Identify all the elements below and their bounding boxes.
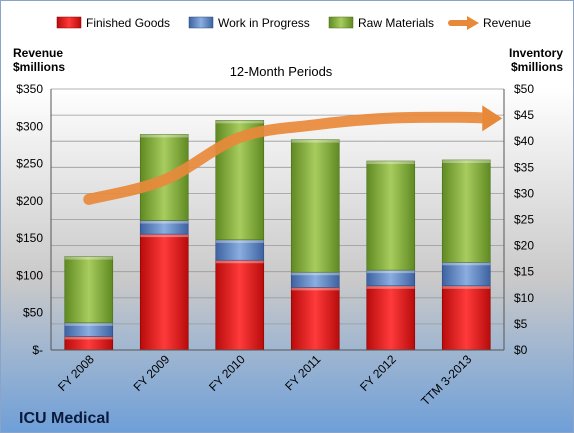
x-tick-label: FY 2012 xyxy=(357,352,399,394)
bar-raw-materials xyxy=(64,256,114,324)
bar-raw-materials-cap xyxy=(366,161,415,165)
bar-raw-materials-cap xyxy=(291,139,340,143)
left-tick-label: $250 xyxy=(16,157,43,171)
legend-label-revenue: Revenue xyxy=(483,16,531,30)
bar-work-in-progress-cap xyxy=(140,220,189,224)
bar-finished-goods-cap xyxy=(140,234,189,238)
bar-work-in-progress xyxy=(441,262,491,287)
left-tick-label: $200 xyxy=(16,194,43,208)
right-tick-label: $20 xyxy=(514,239,534,253)
bar-finished-goods xyxy=(441,285,491,351)
revenue-arrowhead xyxy=(482,105,503,132)
right-tick-label: $10 xyxy=(514,291,534,305)
x-tick-label: TTM 3-2013 xyxy=(418,352,474,408)
right-tick-label: $50 xyxy=(514,82,534,96)
bar-raw-materials-cap xyxy=(64,256,113,260)
bar-raw-materials-cap xyxy=(140,134,189,138)
bar-work-in-progress-cap xyxy=(291,272,340,276)
left-tick-label: $50 xyxy=(23,306,43,320)
legend-swatch-revenue xyxy=(448,16,479,30)
x-tick-label: FY 2009 xyxy=(131,352,173,394)
bar-finished-goods xyxy=(290,287,340,351)
x-tick-label: FY 2010 xyxy=(206,352,248,394)
left-tick-label: $300 xyxy=(16,119,43,133)
right-tick-label: $5 xyxy=(514,317,528,331)
bar-raw-materials xyxy=(441,159,491,263)
bar-work-in-progress xyxy=(215,239,265,261)
right-tick-label: $0 xyxy=(514,343,528,357)
right-tick-label: $25 xyxy=(514,213,534,227)
bar-raw-materials xyxy=(290,139,340,273)
right-axis-label-line2: $millions xyxy=(511,60,563,74)
right-tick-label: $35 xyxy=(514,160,534,174)
right-axis-label-line1: Inventory xyxy=(509,46,563,60)
right-tick-label: $15 xyxy=(514,265,534,279)
bar-finished-goods-cap xyxy=(442,285,491,289)
bar-finished-goods xyxy=(366,285,416,351)
bar-finished-goods xyxy=(139,233,189,351)
legend-swatch-work-in-progress xyxy=(188,16,214,29)
legend: Finished Goods Work in Progress Raw Mate… xyxy=(56,16,531,30)
legend-swatch-raw-materials xyxy=(328,16,354,29)
left-tick-label: $150 xyxy=(16,231,43,245)
bars xyxy=(64,120,491,351)
legend-label-raw-materials: Raw Materials xyxy=(358,16,434,30)
bar-finished-goods-cap xyxy=(215,260,264,264)
bar-finished-goods-cap xyxy=(64,336,113,340)
left-axis-label-line2: $millions xyxy=(13,60,65,74)
bar-work-in-progress-cap xyxy=(442,262,491,266)
bar-finished-goods-cap xyxy=(291,287,340,291)
legend-label-finished-goods: Finished Goods xyxy=(86,16,170,30)
left-tick-label: $350 xyxy=(16,82,43,96)
right-tick-label: $40 xyxy=(514,134,534,148)
revenue-line xyxy=(83,105,503,205)
bar-raw-materials-cap xyxy=(442,159,491,163)
bar-work-in-progress-cap xyxy=(64,322,113,326)
x-tick-label: FY 2011 xyxy=(282,352,323,393)
bar-raw-materials-cap xyxy=(215,120,264,124)
right-tick-label: $45 xyxy=(514,108,534,122)
bar-raw-materials xyxy=(366,160,416,271)
company-name: ICU Medical xyxy=(19,410,110,427)
x-tick-label: FY 2008 xyxy=(55,352,97,394)
bar-work-in-progress-cap xyxy=(215,239,264,243)
bar-finished-goods xyxy=(215,259,265,351)
right-tick-label: $30 xyxy=(514,186,534,200)
left-tick-label: $100 xyxy=(16,268,43,282)
legend-swatch-finished-goods xyxy=(56,16,82,29)
left-axis-label-line1: Revenue xyxy=(13,46,63,60)
left-tick-label: $- xyxy=(32,343,43,357)
bar-finished-goods-cap xyxy=(366,285,415,289)
legend-label-work-in-progress: Work in Progress xyxy=(218,16,310,30)
bar-work-in-progress-cap xyxy=(366,270,415,274)
chart-subtitle: 12-Month Periods xyxy=(230,64,333,79)
